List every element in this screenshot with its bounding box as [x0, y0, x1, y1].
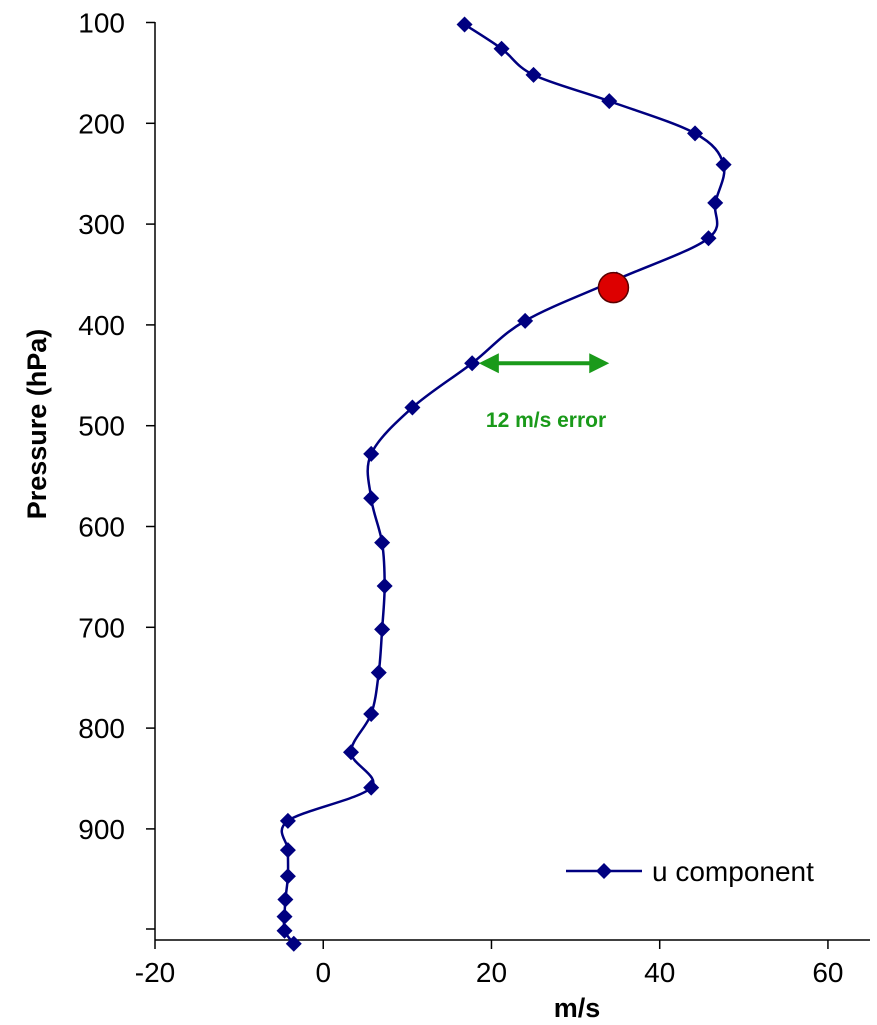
- data-point-diamond: [601, 93, 618, 110]
- data-point-diamond: [279, 868, 296, 885]
- y-tick-label: 700: [78, 612, 125, 643]
- legend-marker-diamond-icon: [596, 863, 612, 879]
- data-point-diamond: [404, 399, 421, 416]
- series-layer: [276, 16, 732, 952]
- data-point-diamond: [376, 577, 393, 594]
- x-axis: -20 0 20 40 60: [135, 939, 870, 988]
- data-point-diamond: [464, 355, 481, 372]
- u-component-line: [280, 23, 726, 945]
- data-point-diamond: [363, 445, 380, 462]
- legend-label: u component: [652, 856, 814, 887]
- data-point-diamond: [374, 534, 391, 551]
- data-point-diamond: [707, 194, 724, 211]
- legend: u component: [566, 856, 814, 887]
- data-point-diamond: [363, 779, 380, 796]
- y-tick-label: 400: [78, 310, 125, 341]
- data-point-diamond: [525, 66, 542, 83]
- data-point-diamond: [279, 842, 296, 859]
- y-tick-label: 300: [78, 209, 125, 240]
- y-axis-title: Pressure (hPa): [22, 329, 52, 520]
- x-tick-label: 60: [812, 957, 843, 988]
- y-tick-label: 800: [78, 713, 125, 744]
- highlight-point: [597, 271, 630, 304]
- x-ticks: -20 0 20 40 60: [135, 940, 844, 988]
- y-tick-label: 100: [78, 8, 125, 39]
- data-point-diamond: [276, 922, 293, 939]
- data-point-diamond: [517, 312, 534, 329]
- data-point-diamond: [276, 908, 293, 925]
- data-point-diamond: [279, 812, 296, 829]
- data-point-diamond: [342, 744, 359, 761]
- data-point-diamond: [456, 16, 473, 33]
- data-point-diamond: [285, 935, 302, 952]
- y-tick-label: 200: [78, 108, 125, 139]
- data-point-diamond: [493, 40, 510, 57]
- data-point-diamond: [363, 705, 380, 722]
- x-tick-label: -20: [135, 957, 175, 988]
- data-point-diamond: [715, 156, 732, 173]
- x-axis-title: m/s: [554, 993, 601, 1023]
- x-tick-label: 20: [476, 957, 507, 988]
- data-point-diamond: [687, 125, 704, 142]
- data-point-diamond: [277, 891, 294, 908]
- y-tick-label: 600: [78, 512, 125, 543]
- error-arrow-head-right: [589, 353, 610, 374]
- annotation-layer: 12 m/s error: [478, 353, 610, 432]
- error-arrow-head-left: [478, 353, 499, 374]
- data-point-diamond: [374, 621, 391, 638]
- data-point-diamond: [700, 230, 717, 247]
- error-annotation-label: 12 m/s error: [486, 409, 606, 432]
- y-ticks: 100 200 300 400 500 600 700 800 900: [78, 8, 155, 930]
- y-tick-label: 900: [78, 814, 125, 845]
- data-point-diamond: [370, 664, 387, 681]
- y-tick-label: 500: [78, 411, 125, 442]
- y-axis: 100 200 300 400 500 600 700 800 900: [78, 8, 156, 940]
- x-tick-label: 40: [644, 957, 675, 988]
- x-tick-label: 0: [315, 957, 331, 988]
- data-point-diamond: [363, 490, 380, 507]
